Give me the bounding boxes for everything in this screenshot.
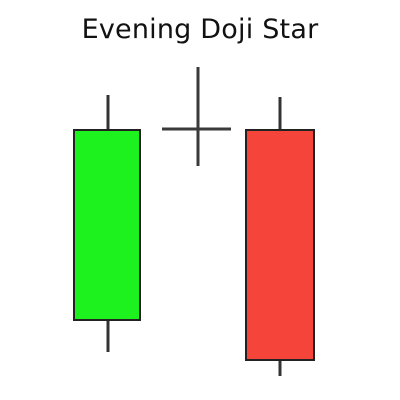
pattern-title: Evening Doji Star: [81, 14, 319, 45]
bullish-body: [73, 129, 141, 321]
bearish-candle: [245, 97, 315, 376]
bullish-candle: [73, 95, 141, 352]
doji-star: [162, 67, 231, 166]
bearish-body: [245, 129, 315, 361]
